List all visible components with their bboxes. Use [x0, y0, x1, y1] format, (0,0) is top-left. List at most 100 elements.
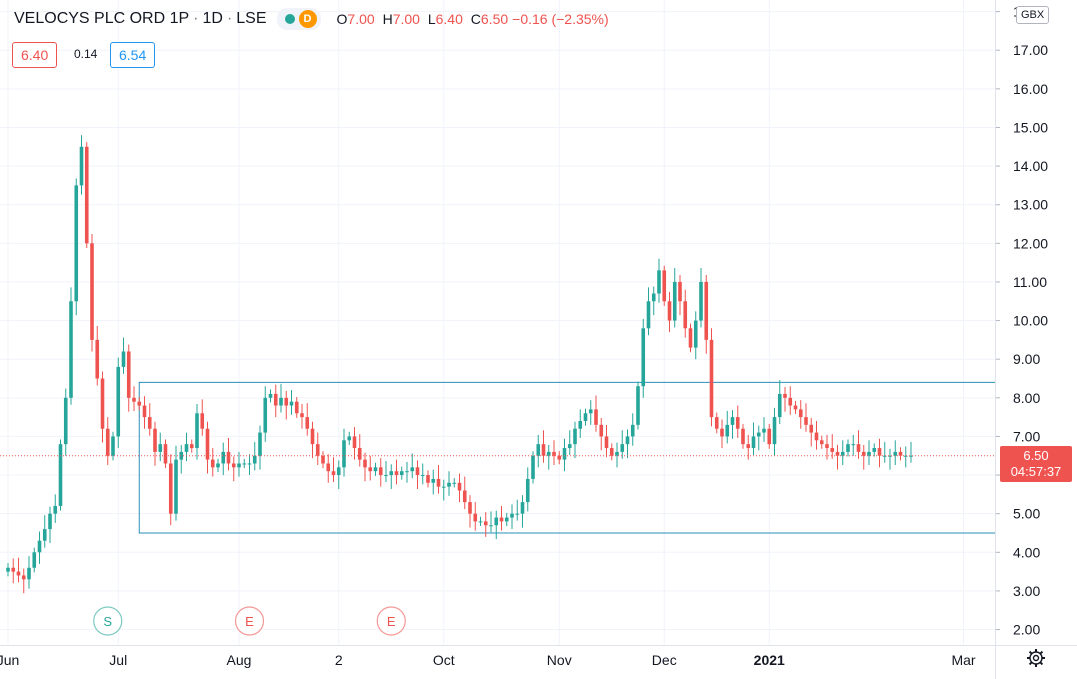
candle-up[interactable]	[699, 268, 703, 328]
candle-up[interactable]	[373, 462, 378, 476]
symbol-name[interactable]: VELOCYS PLC ORD 1P	[14, 10, 190, 27]
price-axis[interactable]: 2.003.004.005.006.007.008.009.0010.0011.…	[995, 0, 1077, 645]
candle-down[interactable]	[16, 557, 21, 583]
candle-up[interactable]	[546, 444, 551, 470]
candle-down[interactable]	[804, 403, 808, 432]
candle-up[interactable]	[179, 444, 184, 474]
candle-down[interactable]	[210, 448, 215, 477]
candle-down[interactable]	[767, 424, 772, 449]
candle-up[interactable]	[567, 430, 572, 455]
candle-up[interactable]	[578, 409, 583, 438]
candle-up[interactable]	[237, 451, 241, 477]
candle-up[interactable]	[32, 547, 37, 573]
candle-up[interactable]	[583, 408, 588, 426]
candle-up[interactable]	[536, 434, 541, 468]
candle-up[interactable]	[48, 506, 52, 544]
candle-up[interactable]	[730, 410, 735, 439]
candle-down[interactable]	[363, 452, 367, 482]
candle-up[interactable]	[216, 458, 220, 472]
candle-down[interactable]	[132, 386, 136, 411]
candle-up[interactable]	[79, 135, 84, 195]
candle-down[interactable]	[315, 432, 320, 466]
candle-up[interactable]	[158, 432, 163, 462]
candle-down[interactable]	[84, 142, 89, 248]
candle-down[interactable]	[378, 458, 383, 487]
candle-down[interactable]	[809, 417, 814, 447]
candle-up[interactable]	[882, 441, 887, 463]
time-axis[interactable]: Jun Jul Aug 2 Oct Nov Dec 2021 Mar	[0, 645, 995, 679]
candle-up[interactable]	[762, 417, 766, 442]
candle-up[interactable]	[63, 388, 68, 456]
candle-up[interactable]	[693, 311, 698, 360]
candle-up[interactable]	[258, 425, 262, 470]
candle-down[interactable]	[294, 397, 299, 418]
candle-down[interactable]	[95, 325, 100, 386]
candle-up[interactable]	[6, 563, 10, 577]
candle-down[interactable]	[830, 434, 835, 459]
candle-up[interactable]	[872, 443, 877, 457]
candle-up[interactable]	[111, 431, 115, 461]
candle-down[interactable]	[305, 403, 310, 436]
candle-up[interactable]	[641, 319, 646, 398]
candle-down[interactable]	[100, 371, 105, 443]
candle-up[interactable]	[751, 422, 756, 455]
split-event-marker[interactable]: S	[93, 606, 123, 636]
candle-up[interactable]	[840, 440, 845, 466]
candle-up[interactable]	[116, 357, 121, 449]
candle-down[interactable]	[394, 459, 399, 485]
candle-up[interactable]	[184, 432, 189, 462]
candle-down[interactable]	[552, 440, 556, 466]
candle-up[interactable]	[867, 440, 871, 466]
candle-down[interactable]	[856, 430, 861, 459]
market-status-pill[interactable]: D	[276, 8, 321, 30]
candle-down[interactable]	[688, 323, 693, 353]
candle-down[interactable]	[321, 451, 325, 469]
candle-down[interactable]	[861, 444, 866, 470]
candle-down[interactable]	[163, 439, 168, 469]
candle-up[interactable]	[772, 407, 777, 456]
candle-up[interactable]	[347, 431, 352, 445]
candle-down[interactable]	[678, 274, 682, 316]
candle-up[interactable]	[515, 499, 520, 521]
candle-down[interactable]	[457, 473, 462, 503]
candle-down[interactable]	[21, 568, 26, 594]
candle-up[interactable]	[562, 438, 567, 472]
candle-down[interactable]	[877, 438, 882, 468]
candle-up[interactable]	[846, 439, 850, 457]
candle-up[interactable]	[389, 464, 394, 489]
candle-up[interactable]	[195, 403, 199, 460]
candle-down[interactable]	[704, 274, 709, 354]
candle-down[interactable]	[541, 430, 546, 463]
candle-up[interactable]	[441, 479, 446, 501]
candle-down[interactable]	[814, 420, 819, 450]
candle-down[interactable]	[168, 454, 173, 526]
candle-up[interactable]	[53, 494, 58, 523]
candle-down[interactable]	[468, 495, 472, 528]
candle-up[interactable]	[252, 441, 257, 471]
candle-up[interactable]	[27, 556, 31, 589]
candle-down[interactable]	[331, 457, 336, 483]
candle-down[interactable]	[898, 447, 903, 461]
earnings-event-marker[interactable]: E	[234, 606, 265, 636]
candle-up[interactable]	[646, 287, 651, 336]
candle-up[interactable]	[615, 442, 619, 468]
candle-down[interactable]	[142, 396, 147, 429]
candle-up[interactable]	[525, 467, 530, 512]
candle-up[interactable]	[620, 430, 625, 459]
candle-up[interactable]	[588, 400, 593, 425]
candle-down[interactable]	[200, 399, 205, 436]
candle-down[interactable]	[741, 424, 745, 449]
candle-up[interactable]	[504, 512, 509, 527]
candle-up[interactable]	[268, 389, 273, 403]
candle-down[interactable]	[473, 502, 478, 531]
candle-down[interactable]	[436, 465, 441, 494]
candle-down[interactable]	[368, 455, 373, 481]
candle-down[interactable]	[662, 265, 667, 306]
candle-up[interactable]	[420, 463, 425, 485]
candle-down[interactable]	[273, 384, 278, 418]
candle-up[interactable]	[489, 511, 493, 533]
candle-down[interactable]	[746, 434, 751, 460]
candle-up[interactable]	[174, 445, 178, 521]
candle-up[interactable]	[410, 453, 415, 479]
